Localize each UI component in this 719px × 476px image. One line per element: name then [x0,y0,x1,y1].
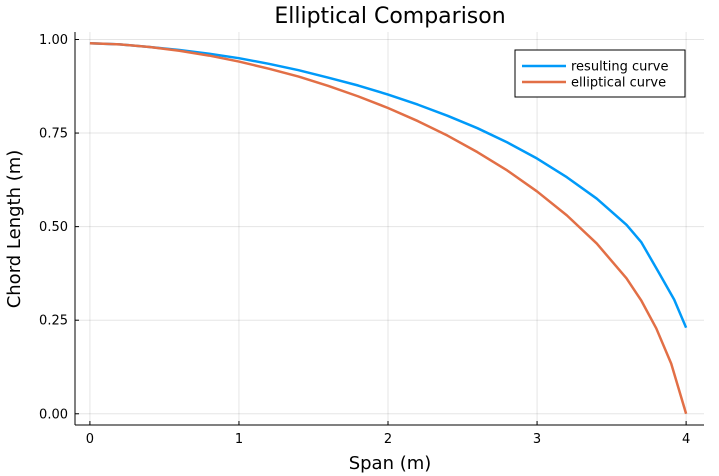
y-tick-label: 1.00 [39,33,68,48]
y-tick-label: 0.50 [39,220,68,235]
x-tick-label: 0 [86,432,94,447]
grid [75,32,704,425]
series-group [89,41,688,415]
x-tick-label: 2 [384,432,392,447]
legend-label-resulting: resulting curve [571,60,668,75]
legend-box [514,49,686,98]
y-tick-label: 0.00 [39,407,68,422]
series-line-resulting-curve [89,41,688,329]
chart-title: Elliptical Comparison [274,4,505,29]
series-line-elliptical-curve [89,41,688,415]
y-axis-label: Chord Length (m) [4,150,25,309]
y-tick-label: 0.75 [39,127,68,142]
ticks: 0 1 2 3 4 0.00 0.25 0.50 0.75 1.00 [39,33,690,447]
x-axis-label: Span (m) [349,453,432,474]
x-tick-label: 3 [533,432,541,447]
legend-label-elliptical: elliptical curve [571,76,666,91]
x-tick-label: 1 [235,432,243,447]
axes [74,32,704,426]
legend: resulting curve elliptical curve [514,49,686,98]
y-tick-label: 0.25 [39,314,68,329]
x-tick-label: 4 [682,432,690,447]
